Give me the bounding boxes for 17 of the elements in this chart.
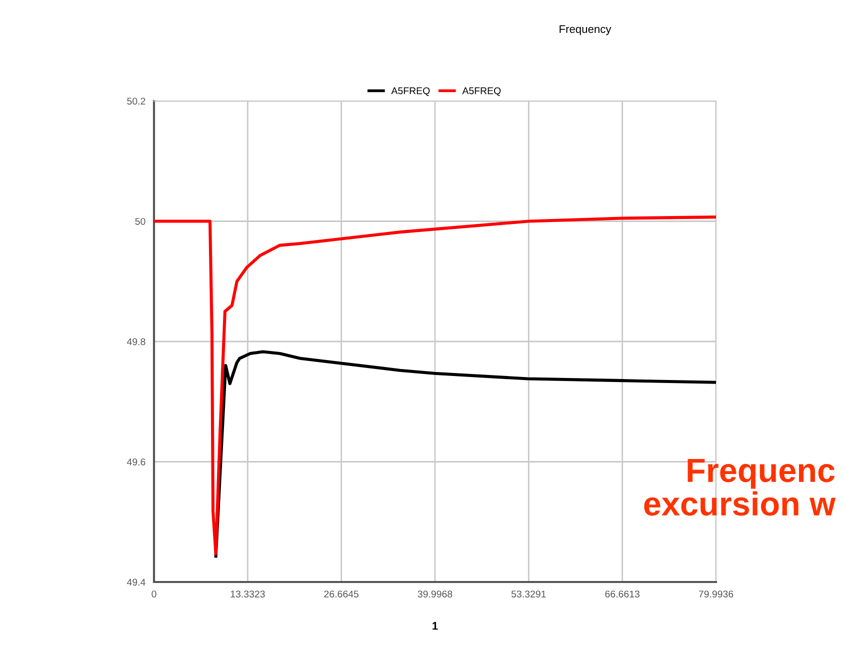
chart-title: Frequency [560, 25, 612, 36]
y-tick-label: 50 [135, 218, 146, 225]
y-tick-label: 49.8 [126, 338, 146, 346]
x-tick-label: 66.6613 [605, 590, 640, 598]
legend-label: A5FREQ [462, 87, 501, 96]
y-tick-label: 50.2 [127, 98, 146, 105]
x-axis-title: 1 [432, 622, 438, 630]
legend-label: A5FREQ [391, 87, 430, 96]
x-tick-label: 39.9968 [418, 590, 452, 598]
x-tick-label: 0 [152, 590, 156, 598]
y-tick-label: 49.6 [126, 458, 146, 466]
x-tick-label: 26.6645 [324, 590, 358, 598]
y-tick-label: 49.4 [126, 578, 146, 586]
annotation: Frequenc excursion w [644, 458, 836, 516]
x-tick-label: 79.9936 [698, 590, 734, 598]
x-tick-label: 53.3291 [511, 590, 546, 598]
x-tick-label: 13.3323 [230, 590, 265, 598]
